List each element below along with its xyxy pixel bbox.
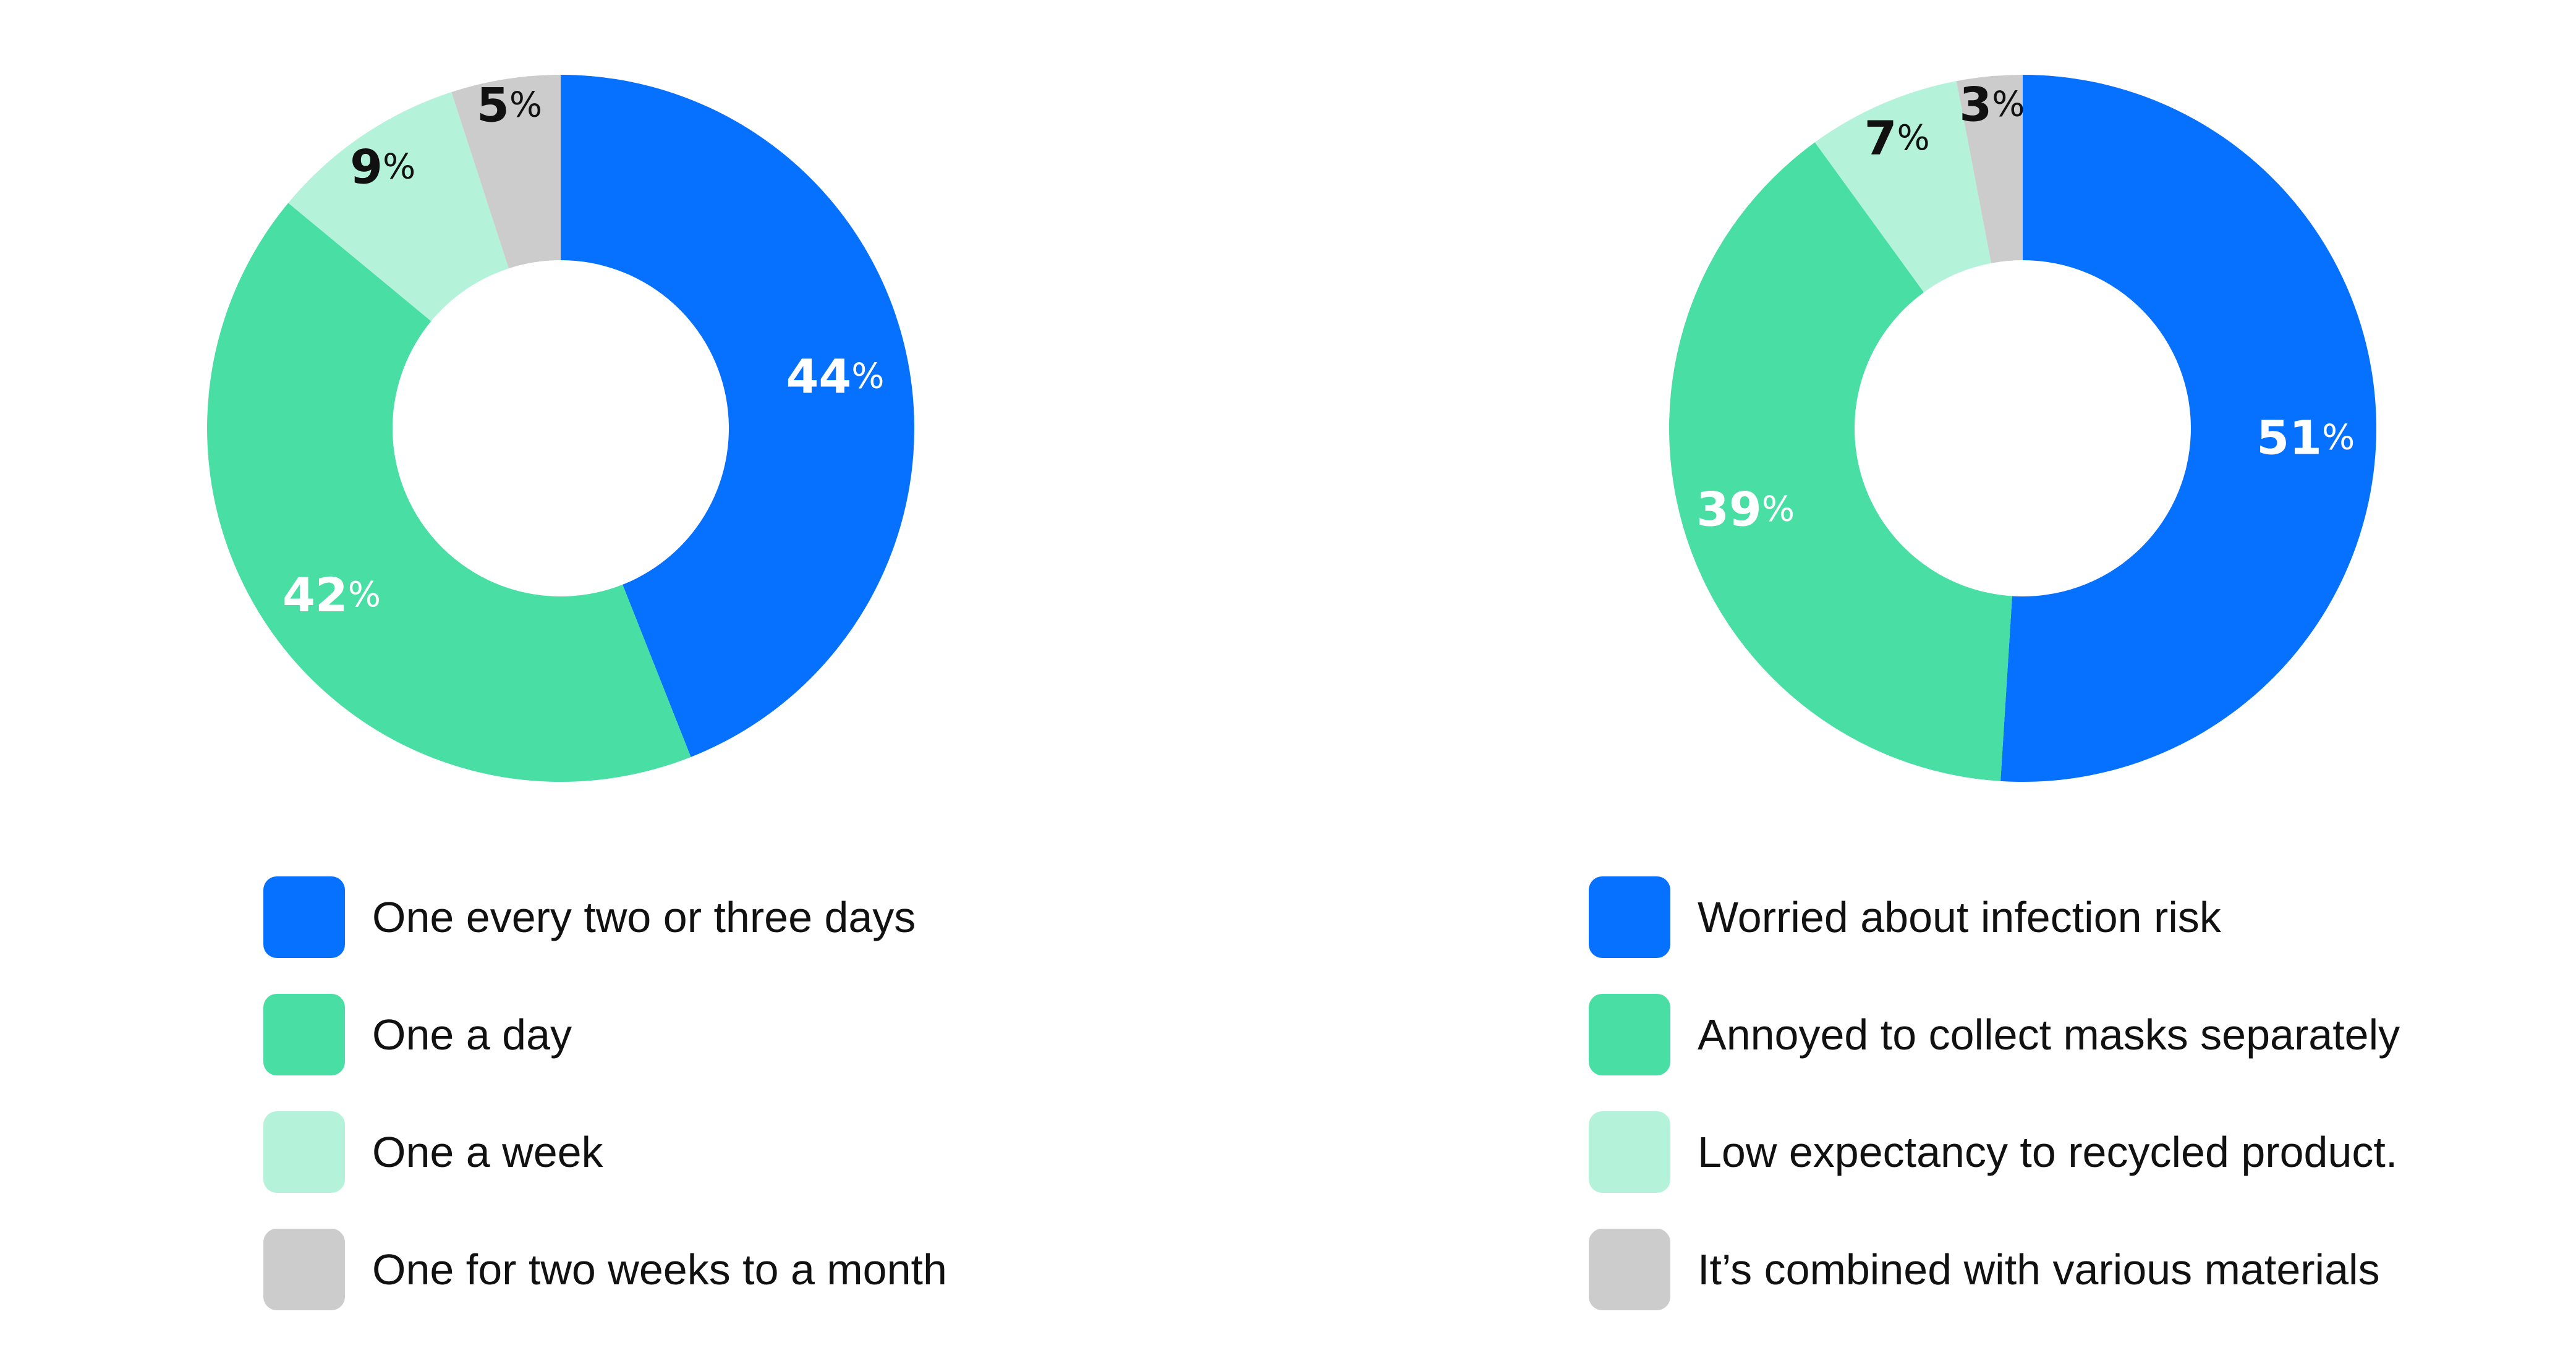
legend-label: Annoyed to collect masks separately (1698, 1011, 2400, 1059)
legend-label: One for two weeks to a month (372, 1245, 947, 1294)
donut-slice (206, 203, 691, 782)
slice-data-label: 7% (1864, 111, 1930, 166)
legend-swatch (1589, 1229, 1670, 1310)
slice-unit: % (1762, 489, 1795, 529)
donut-slice (1814, 81, 1992, 292)
legend-swatch (263, 876, 345, 958)
slice-unit: % (1992, 84, 2025, 124)
donut-chart-1: 44%42%9%5% (206, 75, 915, 782)
legend-label: Worried about infection risk (1698, 893, 2221, 941)
slice-value: 9 (350, 139, 383, 194)
donut-slice (1956, 75, 2023, 263)
slice-value: 39 (1696, 481, 1762, 536)
slice-value: 44 (786, 349, 852, 404)
slice-unit: % (851, 356, 884, 396)
donut-slice (561, 75, 915, 757)
donut-slice (288, 91, 509, 321)
slice-data-label: 51% (2256, 410, 2355, 465)
slice-data-label: 3% (1959, 77, 2025, 132)
slice-unit: % (383, 146, 415, 187)
slice-unit: % (1897, 118, 1929, 158)
slice-value: 42 (283, 567, 348, 622)
donut-slice (1669, 142, 2012, 781)
slice-data-label: 5% (477, 77, 542, 132)
legend-swatch (263, 1111, 345, 1193)
slice-value: 7 (1864, 111, 1897, 166)
slice-data-label: 9% (350, 139, 415, 194)
legend-label: One a week (372, 1128, 603, 1176)
slice-data-label: 42% (283, 567, 381, 622)
donut-slice (451, 75, 561, 269)
legend-swatch (1589, 1111, 1670, 1193)
slice-data-label: 39% (1696, 481, 1795, 536)
slice-unit: % (348, 575, 381, 615)
donut-slice (2000, 75, 2377, 782)
legend-label: Low expectancy to recycled product. (1698, 1128, 2398, 1176)
slice-value: 3 (1959, 77, 1992, 132)
legend-swatch (263, 994, 345, 1075)
legend-label: It’s combined with various materials (1698, 1245, 2380, 1294)
slice-unit: % (509, 85, 542, 125)
legend-label: One a day (372, 1011, 572, 1059)
slice-data-label: 44% (786, 349, 885, 404)
slice-unit: % (2322, 417, 2355, 457)
legend-swatch (1589, 876, 1670, 958)
slice-value: 5 (477, 77, 509, 132)
legend-label: One every two or three days (372, 893, 916, 941)
legend-swatch (263, 1229, 345, 1310)
donut-chart-2: 51%39%7%3% (1669, 75, 2377, 782)
slice-value: 51 (2256, 410, 2322, 465)
legend-swatch (1589, 994, 1670, 1075)
